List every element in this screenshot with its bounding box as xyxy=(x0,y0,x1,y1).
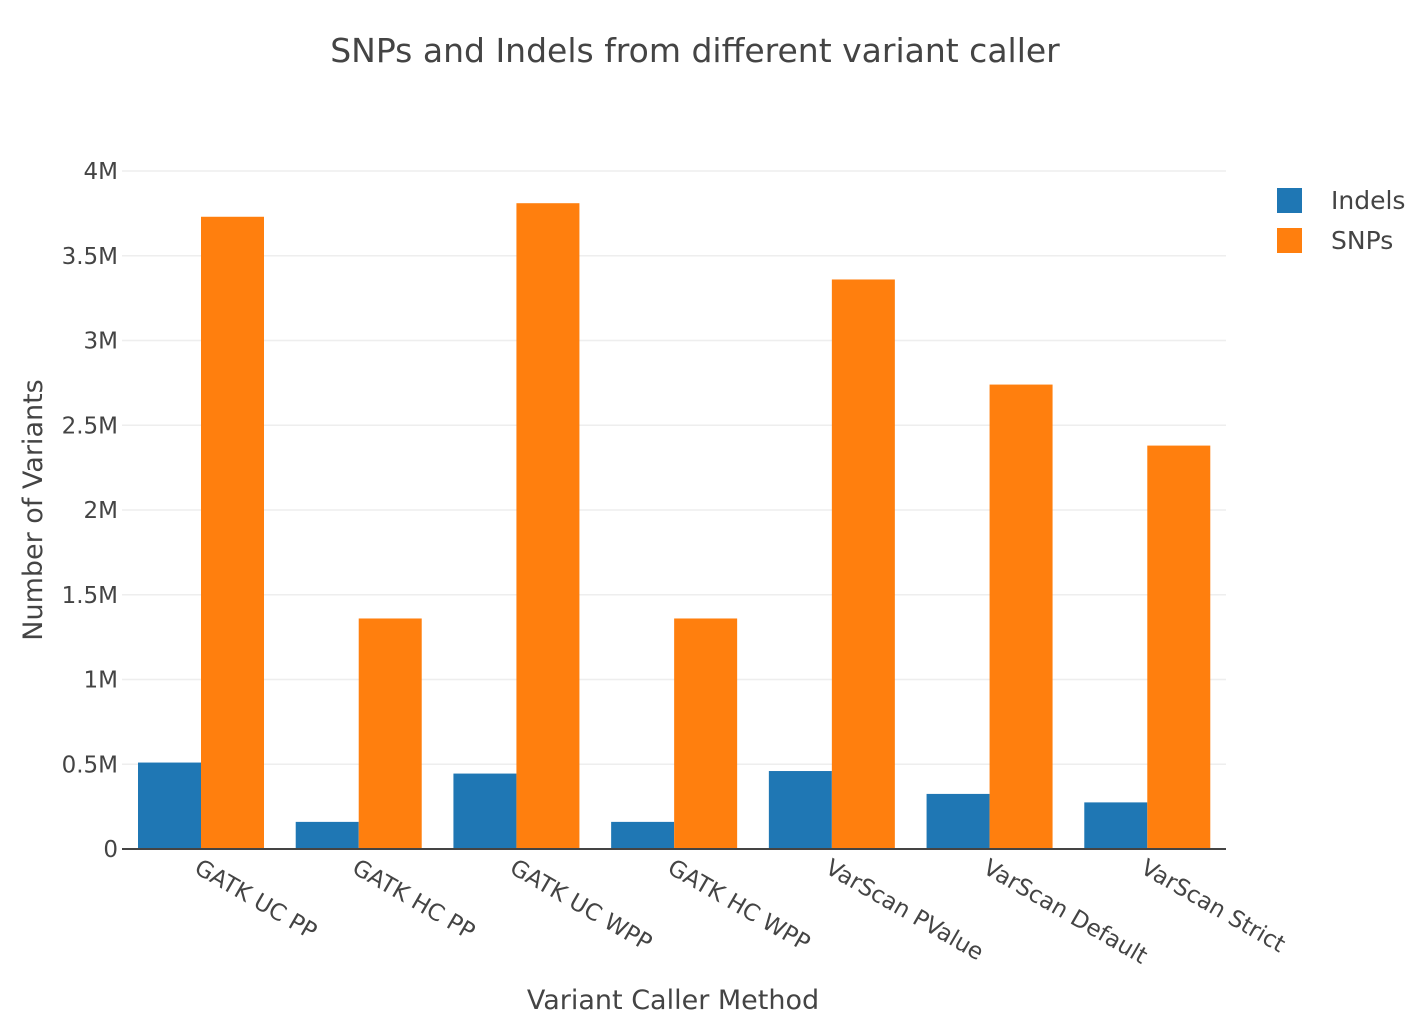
legend-label-snps: SNPs xyxy=(1331,226,1393,255)
x-tick-label: GATK UC WPP xyxy=(505,855,656,957)
legend-swatch-indels xyxy=(1277,188,1302,213)
x-tick-label: VarScan Default xyxy=(979,855,1152,970)
bar-indels-6 xyxy=(1084,802,1148,849)
y-axis-title: Number of Variants xyxy=(18,379,49,640)
bar-snps-3 xyxy=(674,618,738,849)
x-tick-label: GATK HC WPP xyxy=(663,855,814,957)
bar-snps-1 xyxy=(358,618,422,849)
y-tick-label: 2.5M xyxy=(62,413,118,439)
bar-snps-5 xyxy=(989,384,1053,849)
y-tick-label: 0.5M xyxy=(62,752,118,778)
y-axis-ticks: 0 0.5M 1M 1.5M 2M 2.5M 3M 3.5M 4M xyxy=(62,159,118,863)
y-tick-label: 4M xyxy=(84,159,118,185)
bar-indels-4 xyxy=(768,771,832,849)
x-tick-label: GATK UC PP xyxy=(190,855,321,946)
x-tick-label: VarScan PValue xyxy=(821,855,988,966)
legend-label-indels: Indels xyxy=(1331,186,1405,215)
x-tick-label: GATK HC PP xyxy=(348,855,479,946)
bar-snps-2 xyxy=(516,203,580,849)
bar-snps-0 xyxy=(201,216,264,849)
bar-indels-2 xyxy=(453,773,517,849)
legend-swatch-snps xyxy=(1277,228,1302,253)
bar-snps-4 xyxy=(831,279,895,850)
bar-indels-5 xyxy=(926,793,990,849)
bar-indels-0 xyxy=(138,762,201,849)
chart-title: SNPs and Indels from different variant c… xyxy=(330,31,1060,70)
bars xyxy=(138,203,1211,850)
gridlines xyxy=(122,170,1226,765)
x-axis-ticks: GATK UC PP GATK HC PP GATK UC WPP GATK HC W… xyxy=(190,855,1289,970)
y-tick-label: 2M xyxy=(84,498,118,524)
x-tick-label: VarScan Strict xyxy=(1136,855,1289,958)
legend: Indels SNPs xyxy=(1277,186,1405,255)
y-tick-label: 3.5M xyxy=(62,244,118,270)
y-tick-label: 3M xyxy=(84,329,118,355)
bar-snps-6 xyxy=(1147,445,1211,849)
y-tick-label: 0 xyxy=(103,837,118,863)
y-tick-label: 1M xyxy=(84,668,118,694)
y-tick-label: 1.5M xyxy=(62,583,118,609)
bar-indels-1 xyxy=(295,821,359,849)
x-axis-title: Variant Caller Method xyxy=(527,985,819,1016)
bar-indels-3 xyxy=(611,821,675,849)
